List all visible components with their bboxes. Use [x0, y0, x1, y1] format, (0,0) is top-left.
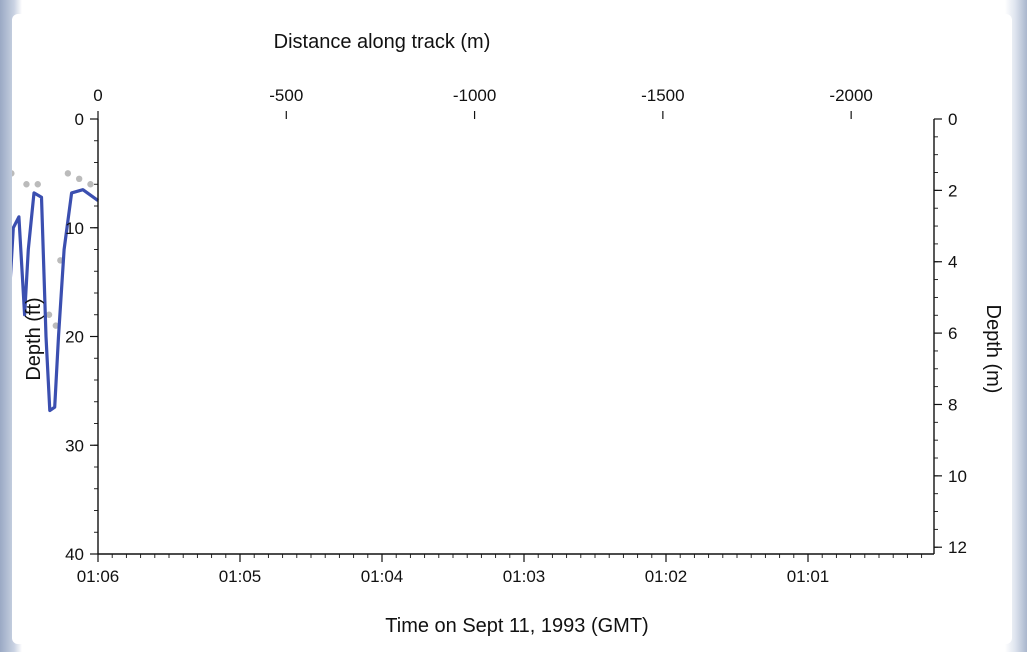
top-tick-label-3: -1500	[641, 86, 684, 105]
depth-chart: 0 -500 -1000 -1500 -2000 01:06 01:05 01:04 01:03…	[12, 31, 1004, 637]
left-tick-label-0: 0	[75, 110, 84, 129]
bottom-tick-label-0: 01:06	[77, 567, 120, 586]
right-tick-label-1: 2	[948, 181, 957, 200]
top-tick-label-4: -2000	[829, 86, 872, 105]
left-tick-label-1: 10	[65, 219, 84, 238]
scatter-point-4	[52, 322, 60, 329]
left-tick-label-4: 40	[65, 545, 84, 564]
right-axis-title: Depth (m)	[982, 305, 1004, 394]
scatter-point-2	[64, 170, 72, 177]
bottom-tick-label-2: 01:04	[361, 567, 404, 586]
right-tick-label-2: 4	[948, 253, 957, 272]
chart-frame: 0 -500 -1000 -1500 -2000 01:06 01:05 01:04 01:03…	[12, 14, 1012, 644]
top-tick-label-2: -1000	[453, 86, 496, 105]
series-layer	[12, 170, 99, 413]
scatter-point-6	[34, 181, 41, 188]
left-axis-title: Depth (ft)	[23, 297, 45, 380]
scatter-point-5	[45, 311, 53, 318]
scatter-point-1	[75, 175, 83, 183]
left-tick-label-2: 20	[65, 328, 84, 347]
bottom-tick-label-4: 01:02	[645, 567, 688, 586]
bottom-tick-label-5: 01:01	[787, 567, 830, 586]
scatter-point-8	[12, 170, 15, 177]
right-tick-label-0: 0	[948, 110, 957, 129]
bottom-tick-label-3: 01:03	[503, 567, 546, 586]
right-tick-label-6: 12	[948, 538, 967, 557]
right-tick-label-5: 10	[948, 467, 967, 486]
left-tick-label-3: 30	[65, 436, 84, 455]
top-axis-title: Distance along track (m)	[274, 31, 491, 53]
bottom-axis-title: Time on Sept 11, 1993 (GMT)	[385, 615, 648, 637]
scatter-point-0	[87, 181, 94, 188]
bottom-tick-label-1: 01:05	[219, 567, 262, 586]
right-tick-label-4: 8	[948, 395, 957, 414]
top-tick-label-0: 0	[93, 86, 102, 105]
top-tick-label-1: -500	[269, 86, 303, 105]
axes-layer: 0 -500 -1000 -1500 -2000 01:06 01:05 01:04 01:03…	[65, 86, 967, 586]
right-tick-label-3: 6	[948, 324, 957, 343]
scatter-point-7	[23, 181, 30, 188]
